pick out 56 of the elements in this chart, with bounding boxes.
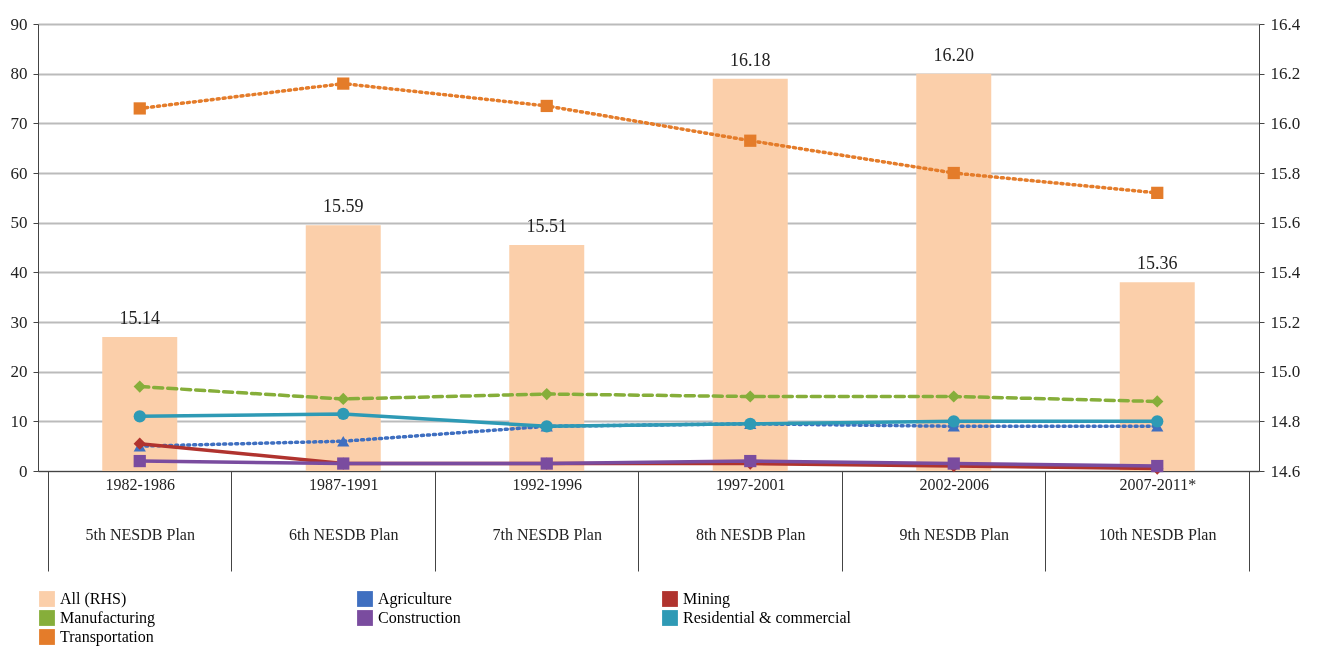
y-tick-label: 0 bbox=[19, 461, 28, 481]
legend-label: Construction bbox=[378, 609, 461, 626]
data-label: 16.18 bbox=[730, 49, 771, 70]
legend-label: Agriculture bbox=[378, 590, 452, 608]
y2-tick-label: 15.4 bbox=[1270, 262, 1301, 282]
category-label: 2007-2011* 10th NESDB Plan bbox=[1099, 475, 1217, 543]
legend-label: Manufacturing bbox=[60, 609, 156, 627]
point bbox=[337, 77, 350, 90]
point bbox=[947, 166, 960, 180]
point bbox=[133, 454, 146, 468]
legend-label: All (RHS) bbox=[60, 590, 127, 608]
y2-tick-label: 15.8 bbox=[1270, 163, 1301, 183]
y-tick-label: 80 bbox=[10, 64, 28, 84]
y2-tick-label: 16.2 bbox=[1270, 64, 1301, 84]
y-tick-label: 60 bbox=[10, 163, 28, 183]
point bbox=[1151, 395, 1164, 408]
y-tick-label: 30 bbox=[10, 312, 28, 332]
y-tick-label: 10 bbox=[10, 411, 28, 431]
y2-tick-label: 16.0 bbox=[1270, 113, 1301, 133]
category-label: 1992-1996 7th NESDB Plan bbox=[492, 475, 602, 543]
y2-tick-label: 15.0 bbox=[1270, 362, 1301, 382]
y-tick-label: 40 bbox=[10, 262, 28, 282]
point bbox=[947, 415, 960, 428]
data-label: 15.36 bbox=[1137, 253, 1178, 274]
y-tick-label: 90 bbox=[10, 14, 28, 34]
point bbox=[744, 134, 757, 147]
legend-label: Residential & commercial bbox=[683, 609, 852, 626]
y2-tick-label: 15.2 bbox=[1270, 312, 1301, 332]
legend-label: Mining bbox=[683, 590, 731, 608]
point bbox=[1151, 186, 1164, 199]
y2-tick-label: 14.8 bbox=[1270, 411, 1301, 431]
category-label: 2002-2006 9th NESDB Plan bbox=[899, 475, 1009, 543]
category-label: 1987-1991 6th NESDB Plan bbox=[289, 475, 399, 543]
category-label: 1982-1986 5th NESDB Plan bbox=[85, 475, 195, 543]
y-tick-label: 70 bbox=[10, 113, 28, 133]
data-label: 15.14 bbox=[119, 307, 160, 328]
point bbox=[540, 387, 553, 401]
data-label: 16.20 bbox=[933, 44, 974, 65]
y2-tick-label: 16.4 bbox=[1270, 14, 1301, 34]
legend-label: Transportation bbox=[60, 628, 154, 646]
data-label: 15.59 bbox=[323, 196, 364, 217]
y2-tick-label: 15.6 bbox=[1270, 213, 1301, 233]
y-tick-label: 20 bbox=[10, 362, 28, 382]
y-tick-label: 50 bbox=[10, 213, 28, 233]
point bbox=[337, 407, 350, 420]
point bbox=[540, 99, 553, 113]
point bbox=[337, 435, 350, 447]
y2-tick-label: 14.6 bbox=[1270, 461, 1301, 481]
point bbox=[133, 102, 146, 115]
point bbox=[133, 380, 146, 393]
point bbox=[1151, 415, 1164, 428]
point bbox=[947, 390, 960, 403]
point bbox=[337, 392, 350, 406]
category-label: 1997-2001 8th NESDB Plan bbox=[696, 475, 806, 543]
data-label: 15.51 bbox=[526, 216, 567, 237]
point bbox=[133, 410, 146, 423]
